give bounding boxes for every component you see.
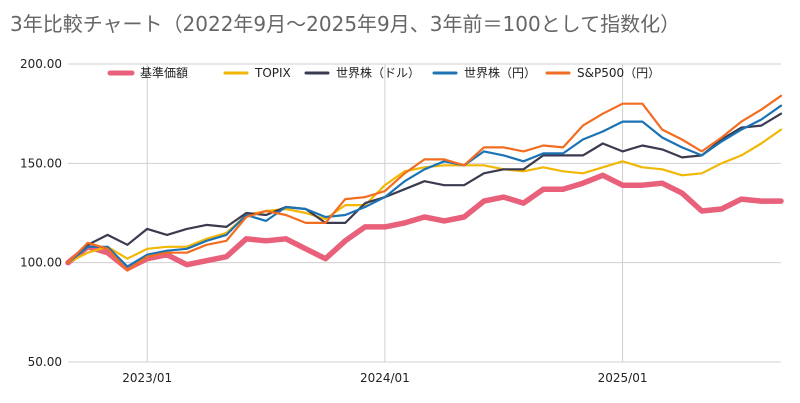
y-tick-label: 100.00 — [20, 256, 62, 270]
legend-label: 基準価額 — [140, 65, 188, 80]
series-line — [65, 172, 784, 272]
chart-title: 3年比較チャート（2022年9月〜2025年9月、3年前＝100として指数化） — [10, 12, 681, 36]
y-tick-label: 150.00 — [20, 156, 62, 170]
legend-label: S&P500（円） — [577, 66, 660, 80]
x-tick-label: 2023/01 — [122, 371, 172, 385]
legend-label: 世界株（円） — [464, 65, 536, 80]
y-tick-label: 200.00 — [20, 57, 62, 71]
series-line — [66, 104, 783, 268]
series-line — [66, 94, 783, 272]
x-tick-label: 2024/01 — [360, 371, 410, 385]
legend-label: 世界株（ドル） — [336, 65, 420, 80]
series-line — [66, 128, 783, 264]
x-tick-label: 2025/01 — [598, 371, 648, 385]
legend-label: TOPIX — [254, 66, 291, 80]
series-line — [66, 112, 783, 264]
y-tick-label: 50.00 — [28, 355, 62, 369]
